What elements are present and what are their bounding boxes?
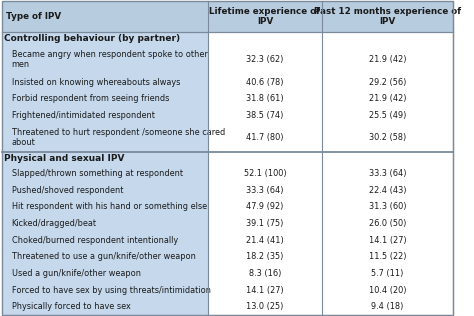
Text: 9.4 (18): 9.4 (18) <box>371 302 403 311</box>
Text: Pushed/shoved respondent: Pushed/shoved respondent <box>11 186 123 195</box>
Text: 52.1 (100): 52.1 (100) <box>244 169 286 178</box>
Bar <box>2 1 209 32</box>
Text: 31.8 (61): 31.8 (61) <box>246 94 284 103</box>
Text: 33.3 (64): 33.3 (64) <box>246 186 284 195</box>
Bar <box>322 124 453 152</box>
Text: 26.0 (50): 26.0 (50) <box>369 219 406 228</box>
Bar <box>209 107 322 124</box>
Text: 11.5 (22): 11.5 (22) <box>369 252 406 261</box>
Text: 21.9 (42): 21.9 (42) <box>369 94 406 103</box>
Text: Threatened to hurt respondent /someone she cared
about: Threatened to hurt respondent /someone s… <box>11 128 225 148</box>
Bar <box>322 248 453 265</box>
Text: Type of IPV: Type of IPV <box>6 12 61 21</box>
Text: Lifetime experience of
IPV: Lifetime experience of IPV <box>210 7 320 26</box>
Bar <box>322 46 453 74</box>
Text: 21.4 (41): 21.4 (41) <box>246 236 284 245</box>
Bar <box>2 165 209 182</box>
Text: 14.1 (27): 14.1 (27) <box>369 236 406 245</box>
Text: Choked/burned respondent intentionally: Choked/burned respondent intentionally <box>11 236 178 245</box>
Bar <box>2 90 209 107</box>
Bar <box>2 74 209 90</box>
Text: 38.5 (74): 38.5 (74) <box>246 111 283 120</box>
Bar <box>322 1 453 32</box>
Text: 18.2 (35): 18.2 (35) <box>246 252 283 261</box>
Bar <box>209 298 322 315</box>
Text: Controlling behaviour (by partner): Controlling behaviour (by partner) <box>4 34 180 44</box>
Text: Physical and sexual IPV: Physical and sexual IPV <box>4 154 124 163</box>
Bar <box>322 165 453 182</box>
Text: 41.7 (80): 41.7 (80) <box>246 133 284 142</box>
Text: Insisted on knowing whereabouts always: Insisted on knowing whereabouts always <box>11 78 180 87</box>
Bar <box>209 248 322 265</box>
Bar <box>2 182 209 198</box>
Text: Forced to have sex by using threats/intimidation: Forced to have sex by using threats/inti… <box>11 286 210 295</box>
Text: 33.3 (64): 33.3 (64) <box>369 169 406 178</box>
Bar <box>322 198 453 215</box>
Text: 39.1 (75): 39.1 (75) <box>246 219 283 228</box>
Bar <box>2 46 209 74</box>
Bar <box>2 265 209 282</box>
Bar <box>2 298 209 315</box>
Bar <box>209 215 322 232</box>
Text: Forbid respondent from seeing friends: Forbid respondent from seeing friends <box>11 94 169 103</box>
Bar <box>209 46 322 74</box>
Bar <box>322 182 453 198</box>
Bar <box>2 152 209 165</box>
Text: Frightened/intimidated respondent: Frightened/intimidated respondent <box>11 111 155 120</box>
Bar <box>2 198 209 215</box>
Bar <box>209 232 322 248</box>
Bar <box>322 282 453 298</box>
Bar <box>322 90 453 107</box>
Text: 22.4 (43): 22.4 (43) <box>369 186 406 195</box>
Bar <box>2 32 209 46</box>
Bar <box>209 152 322 165</box>
Bar <box>209 1 322 32</box>
Text: 14.1 (27): 14.1 (27) <box>246 286 284 295</box>
Bar <box>209 32 322 46</box>
Bar <box>209 265 322 282</box>
Bar <box>322 298 453 315</box>
Text: 40.6 (78): 40.6 (78) <box>246 78 284 87</box>
Text: Became angry when respondent spoke to other
men: Became angry when respondent spoke to ot… <box>11 50 207 70</box>
Text: 31.3 (60): 31.3 (60) <box>369 202 406 211</box>
Text: 30.2 (58): 30.2 (58) <box>369 133 406 142</box>
Bar <box>209 198 322 215</box>
Bar <box>209 124 322 152</box>
Bar <box>209 165 322 182</box>
Text: 10.4 (20): 10.4 (20) <box>369 286 406 295</box>
Text: Physically forced to have sex: Physically forced to have sex <box>11 302 130 311</box>
Bar <box>322 74 453 90</box>
Bar <box>209 90 322 107</box>
Text: Slapped/thrown something at respondent: Slapped/thrown something at respondent <box>11 169 182 178</box>
Bar <box>322 265 453 282</box>
Text: 32.3 (62): 32.3 (62) <box>246 55 283 64</box>
Text: Past 12 months experience of
IPV: Past 12 months experience of IPV <box>314 7 461 26</box>
Text: 21.9 (42): 21.9 (42) <box>369 55 406 64</box>
Text: 29.2 (56): 29.2 (56) <box>369 78 406 87</box>
Text: 13.0 (25): 13.0 (25) <box>246 302 283 311</box>
Bar <box>2 215 209 232</box>
Text: 47.9 (92): 47.9 (92) <box>246 202 283 211</box>
Bar <box>209 74 322 90</box>
Text: Kicked/dragged/beat: Kicked/dragged/beat <box>11 219 97 228</box>
Bar <box>322 232 453 248</box>
Bar <box>322 152 453 165</box>
Bar <box>2 107 209 124</box>
Text: Threatened to use a gun/knife/other weapon: Threatened to use a gun/knife/other weap… <box>11 252 195 261</box>
Text: Used a gun/knife/other weapon: Used a gun/knife/other weapon <box>11 269 140 278</box>
Bar <box>2 248 209 265</box>
Bar <box>2 232 209 248</box>
Bar <box>322 215 453 232</box>
Text: 25.5 (49): 25.5 (49) <box>369 111 406 120</box>
Bar <box>322 32 453 46</box>
Bar <box>2 282 209 298</box>
Text: 8.3 (16): 8.3 (16) <box>249 269 281 278</box>
Bar <box>322 107 453 124</box>
Bar <box>209 282 322 298</box>
Text: 5.7 (11): 5.7 (11) <box>371 269 403 278</box>
Bar <box>2 124 209 152</box>
Text: Hit respondent with his hand or something else: Hit respondent with his hand or somethin… <box>11 202 207 211</box>
Bar <box>209 182 322 198</box>
